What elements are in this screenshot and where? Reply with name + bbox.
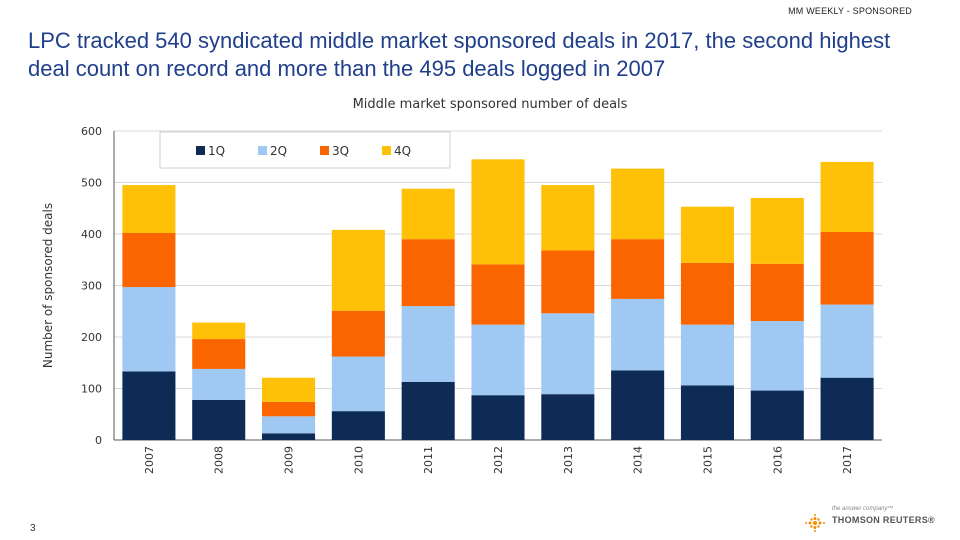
bar-4q-2009 xyxy=(262,377,316,402)
header-tag: MM WEEKLY - SPONSORED xyxy=(788,6,912,16)
x-tick-label: 2017 xyxy=(841,446,854,474)
bar-2q-2007 xyxy=(122,287,176,372)
bar-4q-2007 xyxy=(122,185,176,233)
legend-label-2q: 2Q xyxy=(270,144,287,158)
y-tick-label: 400 xyxy=(81,228,102,241)
bar-1q-2011 xyxy=(401,381,455,440)
y-tick-label: 0 xyxy=(95,434,102,447)
bar-3q-2017 xyxy=(820,231,874,305)
bar-4q-2010 xyxy=(331,229,385,311)
stacked-bar-chart: Middle market sponsored number of deals N… xyxy=(0,88,960,488)
bar-3q-2009 xyxy=(262,401,316,417)
y-tick-label: 200 xyxy=(81,331,102,344)
bar-4q-2015 xyxy=(680,206,734,263)
bar-1q-2015 xyxy=(680,385,734,440)
bar-4q-2008 xyxy=(192,322,246,340)
bar-1q-2010 xyxy=(331,411,385,440)
bar-2q-2016 xyxy=(750,321,804,391)
bar-2q-2011 xyxy=(401,306,455,382)
y-tick-label: 100 xyxy=(81,383,102,396)
bar-4q-2017 xyxy=(820,161,874,232)
bar-1q-2009 xyxy=(262,433,316,440)
chart-title: Middle market sponsored number of deals xyxy=(353,97,628,112)
bar-2q-2012 xyxy=(471,324,525,396)
x-tick-label: 2012 xyxy=(492,446,505,474)
legend-label-4q: 4Q xyxy=(394,144,411,158)
legend-swatch-3q xyxy=(320,146,329,155)
bar-3q-2015 xyxy=(680,262,734,325)
legend-swatch-1q xyxy=(196,146,205,155)
bar-2q-2008 xyxy=(192,368,246,400)
legend-label-3q: 3Q xyxy=(332,144,349,158)
bar-2q-2009 xyxy=(262,416,316,434)
x-tick-label: 2011 xyxy=(422,446,435,474)
bar-4q-2012 xyxy=(471,159,525,265)
y-tick-label: 500 xyxy=(81,177,102,190)
thomson-reuters-logo: the answer company™ THOMSON REUTERS® xyxy=(800,506,940,534)
bar-2q-2010 xyxy=(331,356,385,412)
bar-1q-2016 xyxy=(750,390,804,440)
bar-3q-2013 xyxy=(541,250,595,314)
x-tick-label: 2013 xyxy=(562,446,575,474)
bar-1q-2012 xyxy=(471,395,525,440)
bar-3q-2016 xyxy=(750,263,804,322)
legend-label-1q: 1Q xyxy=(208,144,225,158)
bar-3q-2008 xyxy=(192,339,246,369)
bar-1q-2007 xyxy=(122,371,176,440)
x-tick-label: 2008 xyxy=(213,446,226,474)
bar-4q-2013 xyxy=(541,185,595,251)
bar-2q-2015 xyxy=(680,324,734,386)
bar-4q-2011 xyxy=(401,188,455,240)
bar-2q-2017 xyxy=(820,304,874,378)
y-axis-label: Number of sponsored deals xyxy=(41,203,55,368)
x-tick-label: 2009 xyxy=(283,446,296,474)
chart-svg: Middle market sponsored number of deals N… xyxy=(41,97,882,474)
x-tick-label: 2016 xyxy=(771,446,784,474)
x-tick-label: 2014 xyxy=(632,446,645,474)
bar-4q-2014 xyxy=(611,168,665,240)
slide-title: LPC tracked 540 syndicated middle market… xyxy=(28,28,891,81)
bar-2q-2014 xyxy=(611,298,665,371)
reuters-dot-icon xyxy=(805,514,825,532)
bar-3q-2010 xyxy=(331,310,385,357)
legend-box xyxy=(159,131,451,169)
bar-3q-2007 xyxy=(122,232,176,288)
x-tick-label: 2007 xyxy=(143,446,156,474)
x-tick-label: 2015 xyxy=(701,446,714,474)
bar-1q-2014 xyxy=(611,370,665,440)
bar-4q-2016 xyxy=(750,197,804,264)
page-number: 3 xyxy=(30,523,36,534)
legend-swatch-4q xyxy=(382,146,391,155)
logo-tagline: the answer company™ xyxy=(832,506,894,512)
x-tick-label: 2010 xyxy=(352,446,365,474)
bar-3q-2012 xyxy=(471,264,525,325)
bar-1q-2017 xyxy=(820,377,874,440)
bar-3q-2014 xyxy=(611,239,665,299)
bar-2q-2013 xyxy=(541,313,595,395)
bar-1q-2008 xyxy=(192,399,246,440)
y-tick-label: 600 xyxy=(81,125,102,138)
bar-3q-2011 xyxy=(401,239,455,307)
bar-1q-2013 xyxy=(541,394,595,440)
logo-name: THOMSON REUTERS® xyxy=(832,515,935,525)
y-tick-label: 300 xyxy=(81,280,102,293)
legend-swatch-2q xyxy=(258,146,267,155)
